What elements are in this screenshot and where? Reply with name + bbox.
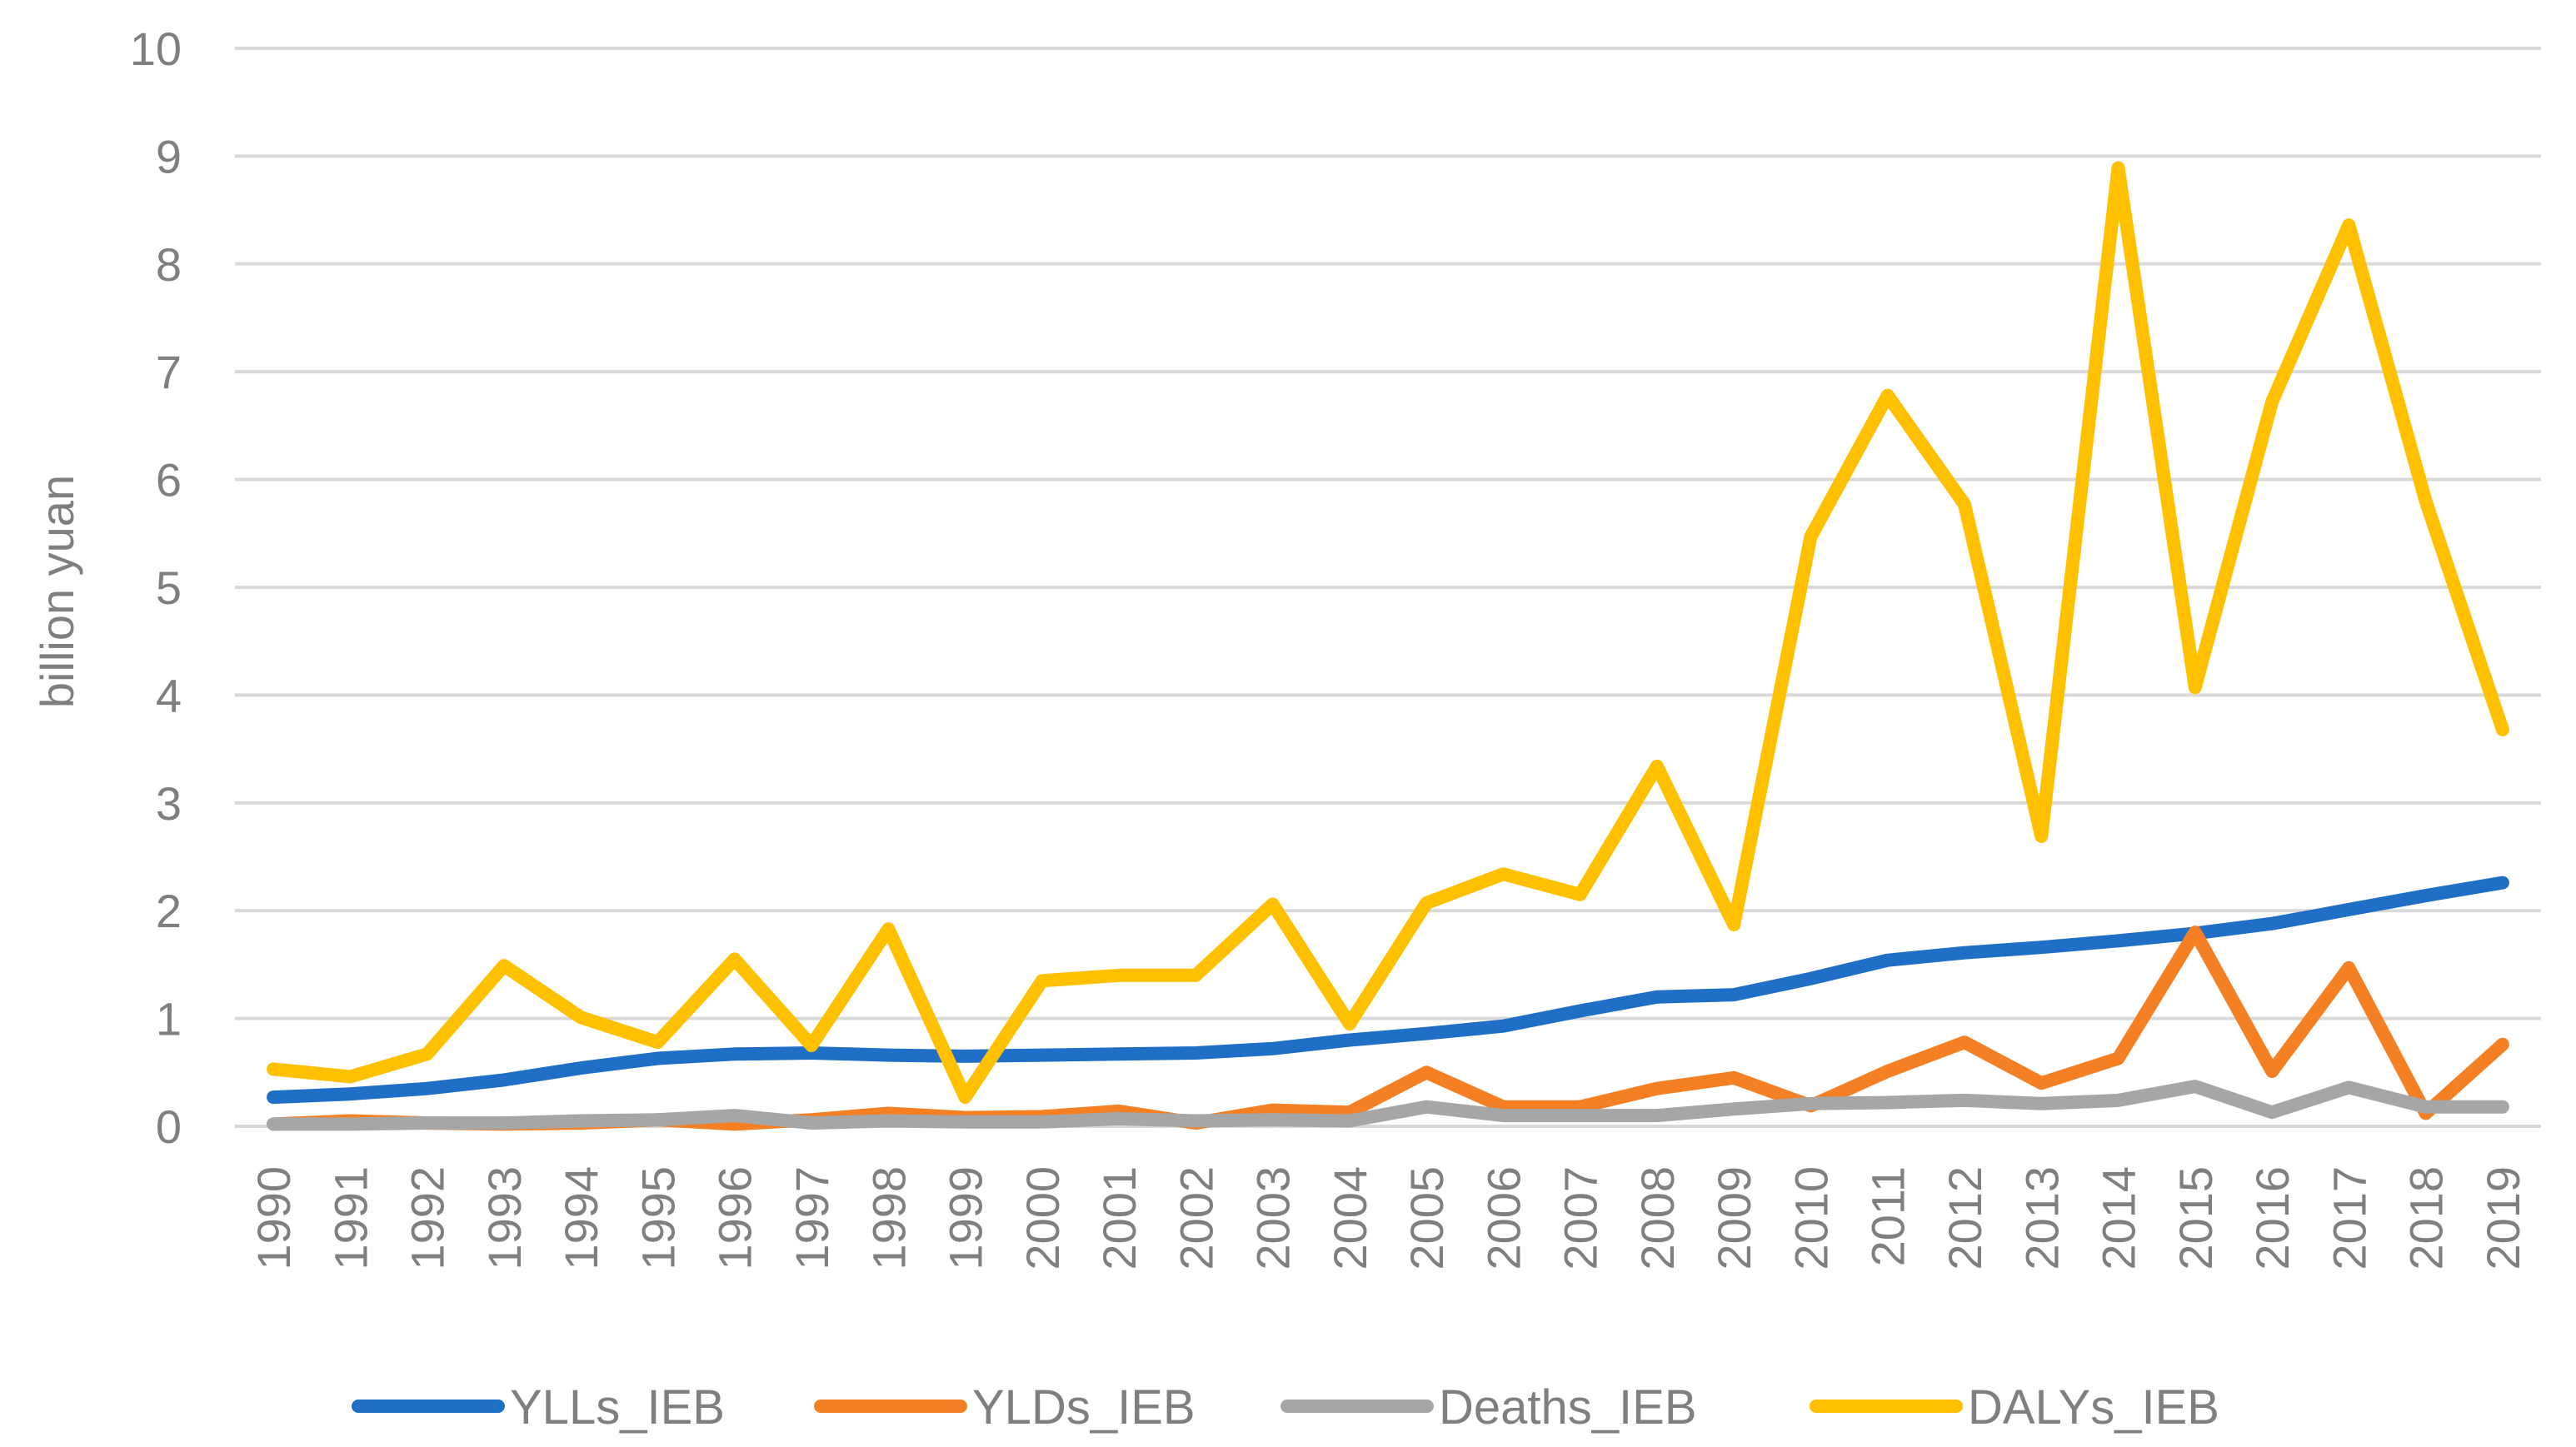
x-tick-label: 2014: [2093, 1166, 2145, 1270]
x-tick-label: 2017: [2323, 1166, 2375, 1270]
x-tick-label: 2011: [1862, 1166, 1915, 1266]
x-tick-label: 2007: [1555, 1166, 1607, 1270]
x-tick-label: 2008: [1631, 1166, 1684, 1270]
x-tick-label: 2015: [2169, 1166, 2222, 1270]
x-tick-label: 2013: [2015, 1166, 2068, 1270]
y-tick-label: 10: [130, 22, 182, 75]
x-tick-label: 2009: [1708, 1166, 1760, 1270]
y-tick-label: 3: [156, 777, 182, 830]
x-tick-label: 1993: [478, 1166, 531, 1270]
x-tick-label: 2019: [2477, 1166, 2529, 1270]
series-line-dalys-ieb: [267, 161, 2509, 1105]
x-axis-tick-labels: 1990 1991 1992 1993 1994 1995 1996 1997 1998 1999…: [247, 1166, 2529, 1270]
y-tick-label: 4: [156, 669, 182, 721]
x-tick-label: 1990: [247, 1166, 300, 1270]
x-tick-label: 1998: [862, 1166, 915, 1270]
legend-label: DALYs_IEB: [1968, 1380, 2219, 1435]
x-tick-label: 2003: [1247, 1166, 1300, 1270]
series-lines: [267, 161, 2509, 1131]
y-tick-label: 7: [156, 346, 182, 398]
x-tick-label: 1997: [786, 1166, 838, 1270]
x-tick-label: 2012: [1939, 1166, 1991, 1270]
x-tick-label: 1991: [324, 1166, 377, 1270]
y-tick-label: 1: [156, 993, 182, 1045]
x-tick-label: 2010: [1785, 1166, 1837, 1270]
x-tick-label: 2001: [1093, 1166, 1146, 1270]
y-tick-label: 5: [156, 561, 182, 614]
legend-label: YLDs_IEB: [972, 1380, 1196, 1435]
y-tick-label: 2: [156, 885, 182, 937]
x-tick-label: 2005: [1400, 1166, 1453, 1270]
legend-label: Deaths_IEB: [1439, 1380, 1697, 1435]
x-tick-label: 2000: [1016, 1166, 1069, 1270]
gridlines: [235, 47, 2541, 1128]
x-tick-label: 1994: [555, 1166, 607, 1270]
y-tick-label: 0: [156, 1100, 182, 1153]
y-tick-label: 9: [156, 130, 182, 182]
x-tick-label: 2004: [1324, 1166, 1376, 1270]
x-tick-label: 1992: [402, 1166, 454, 1270]
x-tick-label: 2002: [1170, 1166, 1222, 1270]
x-tick-label: 1995: [632, 1166, 684, 1270]
legend: YLLs_IEB YLDs_IEB Deaths_IEB DALYs_IEB: [352, 1380, 2219, 1435]
y-axis-title: billion yuan: [31, 475, 83, 708]
x-tick-label: 2018: [2400, 1166, 2453, 1270]
y-tick-label: 8: [156, 238, 182, 291]
x-tick-label: 1999: [940, 1166, 992, 1270]
y-tick-label: 6: [156, 454, 182, 506]
legend-label: YLLs_IEB: [510, 1380, 725, 1435]
x-tick-label: 1996: [709, 1166, 761, 1270]
series-line-deaths-ieb: [267, 1080, 2509, 1131]
x-tick-label: 2006: [1477, 1166, 1530, 1270]
y-axis-tick-labels: 0 1 2 3 4 5 6 7 8 9 10: [130, 22, 182, 1153]
x-tick-label: 2016: [2246, 1166, 2299, 1270]
series-line-ylls-ieb: [267, 876, 2509, 1105]
